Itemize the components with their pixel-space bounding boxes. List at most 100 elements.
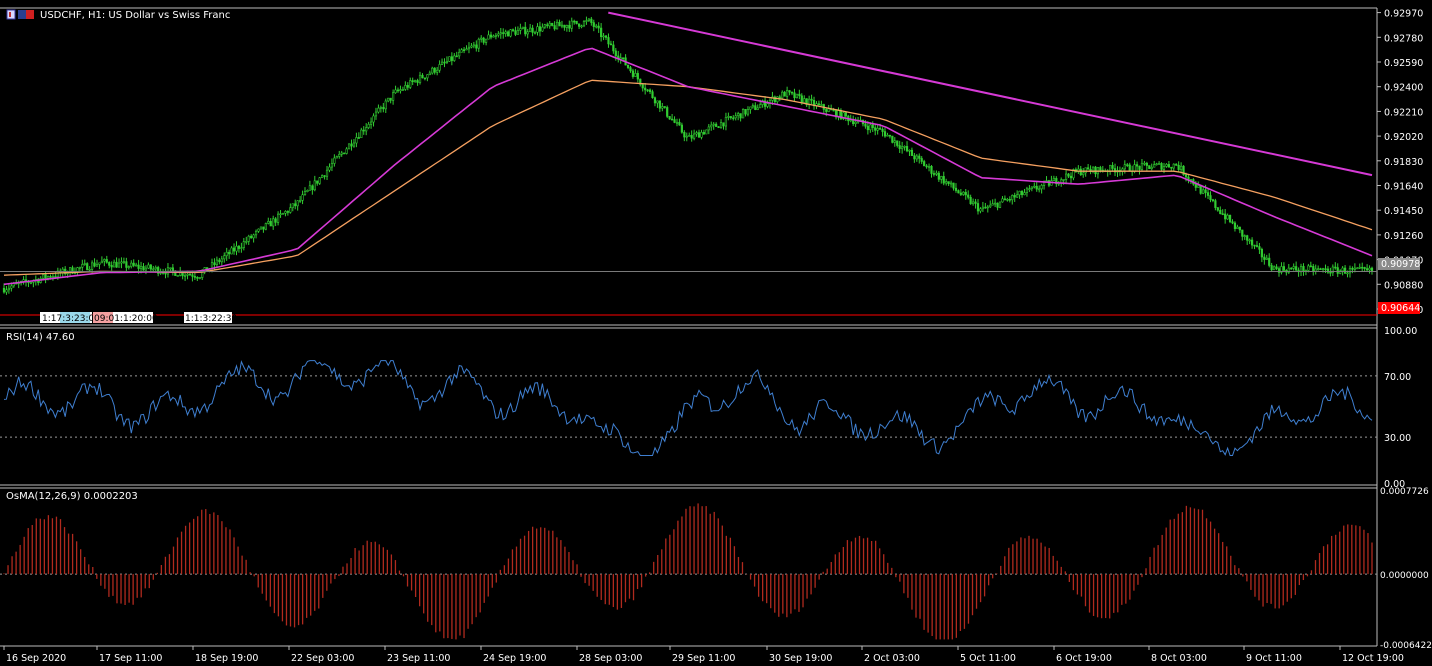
candle-body bbox=[240, 247, 243, 249]
candle-body bbox=[925, 165, 928, 168]
candle-body bbox=[360, 129, 363, 139]
candle-body bbox=[372, 115, 375, 123]
candle-body bbox=[827, 108, 830, 112]
candle-body bbox=[1128, 164, 1131, 172]
candle-body bbox=[573, 20, 576, 23]
candle-body bbox=[940, 176, 943, 180]
candle-body bbox=[396, 89, 400, 92]
time-tick-label: 29 Sep 11:00 bbox=[672, 653, 735, 664]
candle-body bbox=[507, 31, 510, 37]
candle-body bbox=[169, 267, 172, 270]
time-tick-label: 6 Oct 19:00 bbox=[1056, 653, 1112, 664]
candle-body bbox=[117, 262, 121, 268]
candle-body bbox=[773, 96, 776, 103]
candle-body bbox=[1035, 185, 1038, 190]
candle-body bbox=[631, 70, 635, 77]
candle-body bbox=[1184, 174, 1188, 178]
candle-body bbox=[443, 61, 446, 64]
candle-body bbox=[1243, 235, 1246, 237]
candle-body bbox=[795, 93, 799, 99]
candle-body bbox=[648, 89, 652, 93]
rsi-tick-label: 70.00 bbox=[1384, 372, 1411, 383]
candle-body bbox=[1094, 166, 1097, 175]
candle-body bbox=[1324, 268, 1327, 270]
candle-body bbox=[954, 187, 958, 191]
price-tick-label: 0.91830 bbox=[1384, 157, 1423, 168]
candle-body bbox=[1336, 267, 1339, 274]
time-marker-box-3[interactable] bbox=[184, 312, 232, 323]
candle-body bbox=[1312, 266, 1315, 272]
candle-body bbox=[225, 251, 228, 257]
candle-body bbox=[350, 143, 353, 147]
candle-body bbox=[1317, 268, 1320, 270]
candle-body bbox=[739, 113, 742, 119]
candle-body bbox=[276, 213, 280, 223]
candle-body bbox=[421, 74, 424, 79]
trendline[interactable] bbox=[608, 11, 1373, 177]
candle-body bbox=[962, 191, 965, 195]
candle-body bbox=[803, 98, 806, 103]
candle-body bbox=[1172, 163, 1175, 169]
candle-body bbox=[1150, 166, 1153, 169]
candle-body bbox=[477, 38, 480, 49]
time-marker-box-2[interactable] bbox=[93, 312, 153, 323]
candle-body bbox=[284, 211, 287, 214]
candle-body bbox=[783, 91, 786, 97]
candle-body bbox=[673, 119, 676, 123]
candle-body bbox=[825, 109, 828, 112]
candle-body bbox=[100, 260, 103, 264]
candle-body bbox=[756, 107, 759, 110]
candle-body bbox=[668, 116, 671, 120]
candle-body bbox=[98, 262, 101, 265]
candle-body bbox=[901, 146, 904, 149]
candle-body bbox=[445, 61, 449, 63]
candle-body bbox=[166, 267, 170, 275]
candle-body bbox=[651, 91, 654, 99]
candle-body bbox=[866, 125, 869, 131]
candle-body bbox=[548, 23, 551, 27]
candle-body bbox=[455, 55, 458, 58]
candle-body bbox=[1299, 266, 1303, 273]
time-markers[interactable]: 1:17:3:23:00 09:01:1:20:00 1:1:3:22:30 bbox=[40, 312, 237, 324]
time-tick-label: 8 Oct 03:00 bbox=[1151, 653, 1207, 664]
candle-body bbox=[1268, 257, 1271, 266]
candle-body bbox=[1030, 186, 1033, 189]
candle-body bbox=[927, 165, 931, 168]
time-axis[interactable]: 16 Sep 2020 17 Sep 11:00 18 Sep 19:00 22 Se… bbox=[3, 646, 1404, 664]
candle-body bbox=[93, 262, 96, 267]
candle-body bbox=[1241, 229, 1244, 237]
candle-body bbox=[1290, 267, 1293, 270]
candle-body bbox=[1270, 265, 1273, 271]
candle-body bbox=[910, 149, 914, 156]
candle-body bbox=[460, 49, 463, 53]
candle-body bbox=[1356, 267, 1359, 270]
time-tick-label: 28 Sep 03:00 bbox=[579, 653, 642, 664]
osma-histogram bbox=[3, 503, 1373, 640]
candle-body bbox=[139, 266, 143, 269]
candle-body bbox=[154, 267, 157, 270]
candle-body bbox=[626, 64, 630, 68]
candle-body bbox=[1138, 165, 1141, 170]
candle-body bbox=[751, 105, 754, 108]
candle-body bbox=[680, 124, 683, 133]
candle-body bbox=[986, 206, 989, 209]
candle-body bbox=[71, 267, 74, 274]
candle-body bbox=[1334, 266, 1337, 269]
candle-body bbox=[257, 228, 260, 232]
candle-body bbox=[470, 45, 473, 48]
candle-body bbox=[29, 282, 33, 284]
candle-body bbox=[1307, 265, 1310, 271]
candle-body bbox=[472, 44, 475, 47]
candle-body bbox=[232, 247, 236, 252]
candle-body bbox=[440, 61, 444, 65]
candle-body bbox=[330, 163, 334, 168]
candle-body bbox=[127, 266, 130, 268]
candle-body bbox=[382, 107, 385, 110]
candle-body bbox=[318, 177, 321, 184]
candle-body bbox=[1143, 162, 1146, 165]
candle-body bbox=[462, 49, 466, 52]
candle-body bbox=[347, 143, 351, 150]
candle-body bbox=[864, 123, 867, 127]
candle-body bbox=[1145, 162, 1148, 166]
